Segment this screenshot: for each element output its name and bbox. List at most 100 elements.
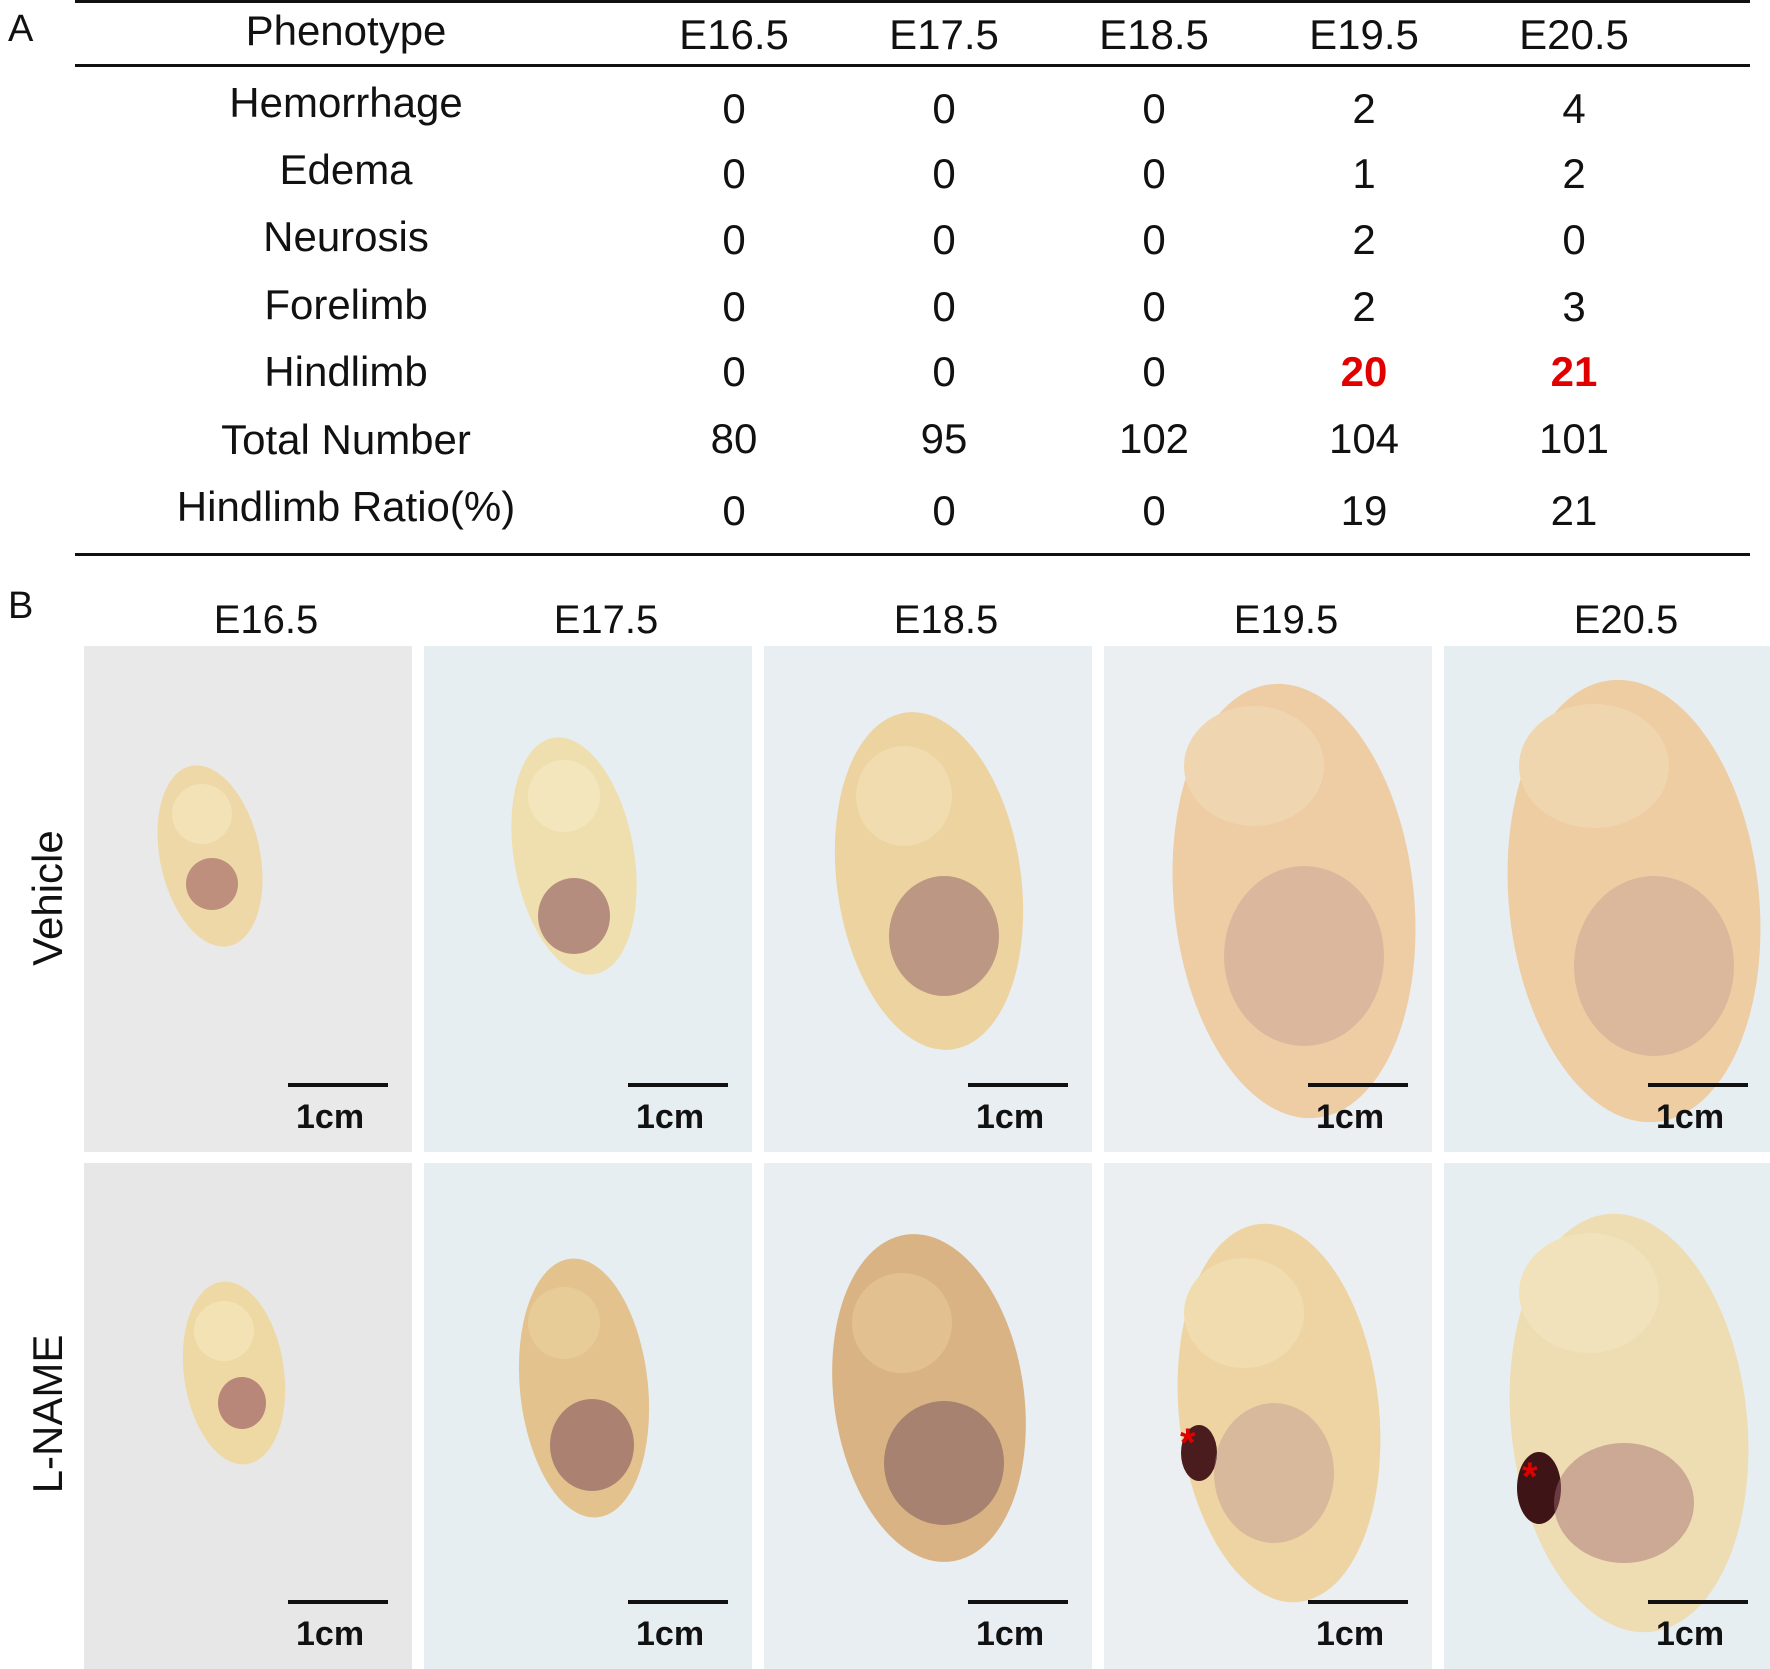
table-cell: 0 (932, 348, 956, 395)
table-cell: 0 (932, 150, 956, 197)
table-cell: 0 (1142, 150, 1166, 197)
row-label: Hindlimb Ratio(%) (176, 483, 516, 530)
table-rule-bottom (75, 553, 1750, 556)
column-label-e18-5: E18.5 (893, 598, 999, 642)
table-cell: 0 (1142, 283, 1166, 330)
scale-bar (628, 1083, 728, 1087)
scale-bar-label: 1cm (1316, 1098, 1385, 1136)
row-label: Hemorrhage (229, 79, 463, 126)
row-label: Total Number (221, 416, 471, 463)
table-header-e19-5: E19.5 (1309, 11, 1419, 58)
table-cell: 0 (722, 216, 746, 263)
scale-bar (288, 1083, 388, 1087)
table-cell: 2 (1352, 216, 1376, 263)
scale-bar (288, 1600, 388, 1604)
table-cell-highlighted: 21 (1550, 348, 1598, 395)
table-cell: 0 (722, 283, 746, 330)
embryo-illustration (424, 1163, 752, 1669)
scale-bar (1308, 1083, 1408, 1087)
row-label-l-name: L-NAME (24, 1334, 71, 1494)
table-cell: 2 (1562, 150, 1586, 197)
column-label-e19-5: E19.5 (1233, 598, 1339, 642)
row-label: Neurosis (263, 213, 429, 260)
embryo-photo-l-name-e19-5: * 1cm (1104, 1163, 1432, 1669)
scale-bar (1648, 1600, 1748, 1604)
table-cell: 21 (1550, 487, 1598, 534)
table-cell: 1 (1352, 150, 1376, 197)
scale-bar-label: 1cm (976, 1615, 1045, 1653)
scale-bar (1308, 1600, 1408, 1604)
embryo-photo-vehicle-e17-5: 1cm (424, 646, 752, 1152)
table-header-e16-5: E16.5 (679, 11, 789, 58)
table-cell: 95 (920, 415, 968, 462)
table-cell: 101 (1538, 415, 1610, 462)
hindlimb-defect-marker: * (1522, 1455, 1538, 1499)
column-label-e16-5: E16.5 (213, 598, 319, 642)
table-cell: 3 (1562, 283, 1586, 330)
embryo-illustration (84, 646, 412, 1152)
table-cell: 0 (932, 216, 956, 263)
table-header-e17-5: E17.5 (889, 11, 999, 58)
table-cell: 19 (1340, 487, 1388, 534)
hindlimb-defect-marker: * (1180, 1421, 1196, 1465)
panel-letter-b: B (8, 585, 34, 627)
table-header-e20-5: E20.5 (1519, 11, 1629, 58)
table-cell-highlighted: 20 (1340, 348, 1388, 395)
embryo-photo-vehicle-e20-5: 1cm (1444, 646, 1770, 1152)
scale-bar-label: 1cm (296, 1098, 365, 1136)
scale-bar (1648, 1083, 1748, 1087)
scale-bar (628, 1600, 728, 1604)
table-cell: 0 (932, 283, 956, 330)
embryo-illustration (424, 646, 752, 1152)
table-cell: 4 (1562, 85, 1586, 132)
table-rule-top (75, 0, 1750, 3)
embryo-illustration (1104, 1163, 1432, 1669)
table-cell: 0 (932, 85, 956, 132)
scale-bar (968, 1083, 1068, 1087)
table-cell: 2 (1352, 283, 1376, 330)
table-cell: 0 (722, 487, 746, 534)
table-cell: 80 (710, 415, 758, 462)
table-cell: 0 (1142, 348, 1166, 395)
table-header-phenotype: Phenotype (245, 7, 447, 54)
table-cell: 2 (1352, 85, 1376, 132)
embryo-photo-l-name-e18-5: 1cm (764, 1163, 1092, 1669)
scale-bar (968, 1600, 1068, 1604)
embryo-photo-l-name-e20-5: * 1cm (1444, 1163, 1770, 1669)
scale-bar-label: 1cm (976, 1098, 1045, 1136)
table-cell: 0 (1142, 216, 1166, 263)
table-cell: 0 (1142, 85, 1166, 132)
embryo-illustration (764, 1163, 1092, 1669)
scale-bar-label: 1cm (1656, 1615, 1725, 1653)
row-label-vehicle: Vehicle (24, 830, 71, 966)
table-rule-header (75, 64, 1750, 67)
column-label-e20-5: E20.5 (1573, 598, 1679, 642)
embryo-illustration (1104, 646, 1432, 1152)
row-label: Edema (279, 146, 413, 193)
table-cell: 0 (722, 348, 746, 395)
embryo-illustration (1444, 1163, 1770, 1669)
embryo-photo-l-name-e17-5: 1cm (424, 1163, 752, 1669)
table-cell: 0 (1562, 216, 1586, 263)
embryo-photo-l-name-e16-5: 1cm (84, 1163, 412, 1669)
scale-bar-label: 1cm (636, 1615, 705, 1653)
scale-bar-label: 1cm (1316, 1615, 1385, 1653)
row-label: Forelimb (264, 281, 428, 328)
table-cell: 104 (1328, 415, 1400, 462)
table-cell: 0 (722, 85, 746, 132)
panel-letter-a: A (8, 8, 34, 50)
scale-bar-label: 1cm (636, 1098, 705, 1136)
row-label: Hindlimb (264, 348, 428, 395)
table-cell: 0 (1142, 487, 1166, 534)
scale-bar-label: 1cm (296, 1615, 365, 1653)
scale-bar-label: 1cm (1656, 1098, 1725, 1136)
embryo-illustration (1444, 646, 1770, 1152)
table-cell: 102 (1118, 415, 1190, 462)
table-cell: 0 (932, 487, 956, 534)
table-cell: 0 (722, 150, 746, 197)
embryo-photo-vehicle-e16-5: 1cm (84, 646, 412, 1152)
embryo-illustration (764, 646, 1092, 1152)
column-label-e17-5: E17.5 (553, 598, 659, 642)
embryo-photo-vehicle-e19-5: 1cm (1104, 646, 1432, 1152)
table-header-e18-5: E18.5 (1099, 11, 1209, 58)
